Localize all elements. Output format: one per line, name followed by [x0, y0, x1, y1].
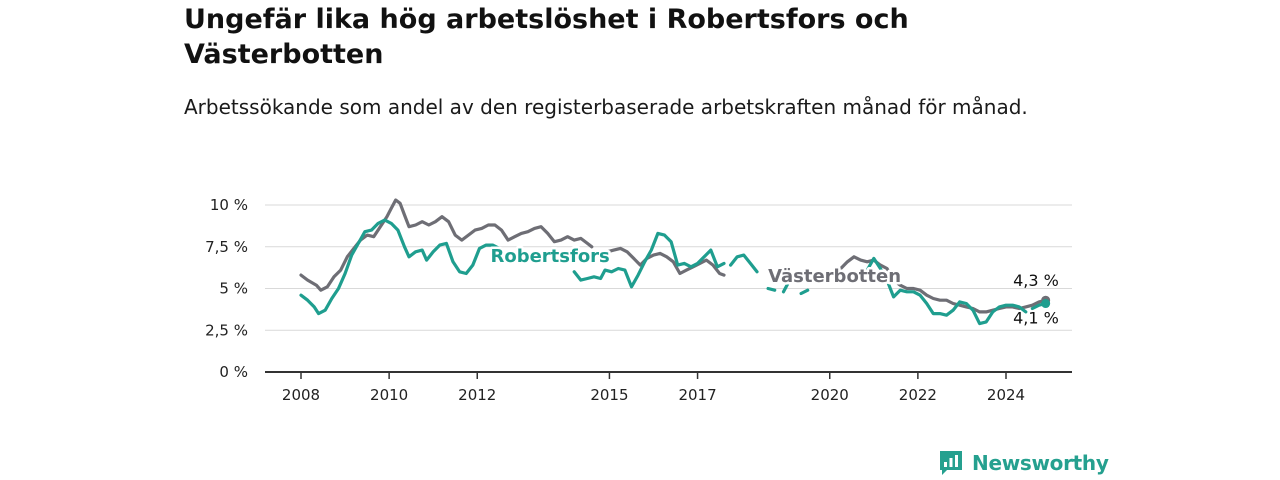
series-line-robertsfors — [506, 248, 537, 257]
newsworthy-logo-icon — [940, 451, 962, 475]
y-tick-label: 0 % — [219, 363, 248, 381]
chart-subtitle: Arbetssökande som andel av den registerb… — [184, 95, 1028, 119]
series-line-robertsfors — [799, 288, 810, 296]
y-tick-label: 10 % — [210, 196, 248, 214]
y-tick-label: 2,5 % — [205, 321, 248, 339]
series-line-robertsfors — [299, 218, 501, 316]
series-labels: 4,3 % 4,1 % Västerbotten Robertsfors — [488, 243, 1059, 328]
brand-name: Newsworthy — [972, 451, 1109, 475]
x-tick-label: 2017 — [678, 386, 716, 404]
end-value-label-v-sterbotten: 4,3 % — [1013, 271, 1059, 290]
x-tick-label: 2024 — [987, 386, 1025, 404]
x-tick-label: 2022 — [899, 386, 937, 404]
x-tick-label: 2020 — [811, 386, 849, 404]
y-axis-ticks: 0 % 2,5 % 5 % 7,5 % 10 % — [205, 196, 248, 381]
series-lines — [299, 198, 1051, 326]
series-line-robertsfors — [865, 256, 1028, 326]
endpoint-marker-robertsfors — [1041, 299, 1051, 309]
gridlines — [265, 204, 1072, 373]
series-line-robertsfors — [766, 286, 777, 292]
series-line-robertsfors — [572, 231, 726, 289]
series-line-robertsfors — [781, 281, 790, 294]
x-tick-label: 2010 — [370, 386, 408, 404]
series-line-v-sterbotten — [605, 246, 726, 277]
newsworthy-brand[interactable]: Newsworthy — [938, 449, 1109, 477]
series-line-v-sterbotten — [299, 198, 594, 292]
end-value-label-robertsfors: 4,1 % — [1013, 309, 1059, 328]
series-line-robertsfors — [729, 253, 759, 274]
series-label-robertsfors: Robertsfors — [490, 246, 609, 267]
y-tick-label: 5 % — [219, 280, 248, 298]
x-tick-label: 2015 — [590, 386, 628, 404]
x-tick-label: 2008 — [282, 386, 320, 404]
series-label-v-sterbotten: Västerbotten — [768, 266, 901, 287]
y-tick-label: 7,5 % — [205, 238, 248, 256]
x-axis-ticks: 2008 2010 2012 2015 2017 2020 2022 2024 — [282, 372, 1025, 404]
x-tick-label: 2012 — [458, 386, 496, 404]
line-chart: 0 % 2,5 % 5 % 7,5 % 10 % 2008 2010 2012 2015 201… — [205, 196, 1072, 404]
chart-title: Ungefär lika hög arbetslöshet i Robertsf… — [184, 4, 909, 70]
